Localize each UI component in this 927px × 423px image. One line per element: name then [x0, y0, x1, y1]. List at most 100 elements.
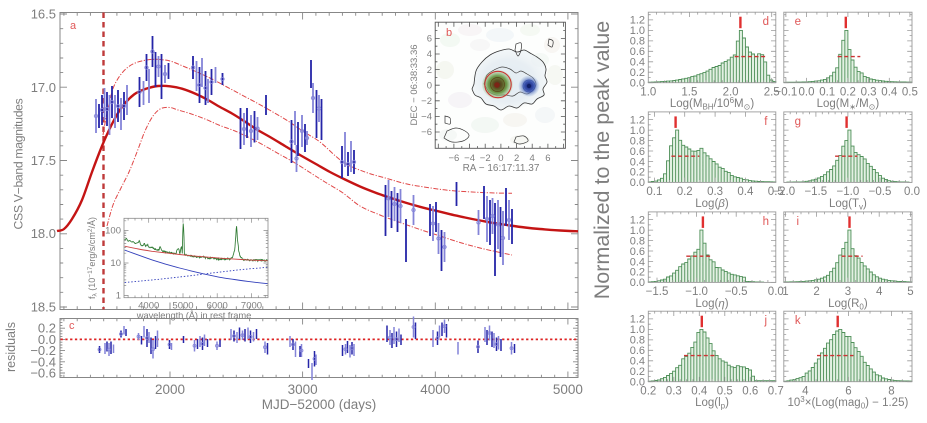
svg-text:1.0: 1.0: [630, 225, 645, 237]
svg-text:4: 4: [530, 153, 535, 164]
svg-text:−4: −4: [421, 112, 432, 123]
svg-text:−0.5: −0.5: [869, 186, 892, 198]
svg-text:0.0: 0.0: [630, 277, 645, 289]
svg-text:0.2: 0.2: [677, 186, 693, 198]
svg-text:d: d: [763, 16, 769, 28]
svg-text:0.5: 0.5: [768, 186, 784, 198]
svg-text:i: i: [797, 216, 800, 228]
svg-text:Log(M∗/M⊙): Log(M∗/M⊙): [817, 98, 880, 112]
svg-text:0.1: 0.1: [819, 87, 835, 99]
svg-text:18.0: 18.0: [31, 226, 56, 241]
svg-text:0.6: 0.6: [742, 386, 758, 398]
svg-text:−4: −4: [464, 153, 475, 164]
svg-text:wavelength (Å) in rest frame: wavelength (Å) in rest frame: [136, 310, 251, 321]
svg-text:0.4: 0.4: [630, 356, 645, 368]
svg-text:g: g: [795, 116, 801, 128]
svg-text:k: k: [795, 315, 801, 327]
svg-text:8: 8: [888, 386, 894, 398]
svg-text:0.8: 0.8: [630, 135, 645, 147]
svg-text:−0.5: −0.5: [725, 286, 748, 298]
svg-text:1.2: 1.2: [630, 214, 645, 226]
svg-text:−6: −6: [421, 127, 432, 138]
svg-text:0.2: 0.2: [840, 87, 856, 99]
svg-text:−6: −6: [448, 153, 459, 164]
svg-text:5000: 5000: [553, 382, 583, 397]
svg-text:1.2: 1.2: [630, 15, 645, 27]
svg-text:0.0: 0.0: [904, 186, 920, 198]
svg-text:Log(MBH/106M⊙): Log(MBH/106M⊙): [670, 96, 754, 112]
svg-text:Log(η): Log(η): [695, 298, 728, 310]
svg-text:4: 4: [876, 286, 883, 298]
svg-text:h: h: [763, 216, 769, 228]
svg-text:2000: 2000: [155, 382, 185, 397]
svg-text:0: 0: [498, 153, 503, 164]
svg-text:residuals: residuals: [4, 322, 18, 372]
svg-text:1.2: 1.2: [630, 114, 645, 126]
svg-text:2: 2: [427, 65, 432, 76]
svg-text:0.2: 0.2: [640, 386, 656, 398]
svg-text:0.8: 0.8: [630, 335, 645, 347]
svg-text:−1.0: −1.0: [685, 286, 708, 298]
svg-text:0.6: 0.6: [630, 146, 645, 158]
svg-text:fλ (10−17erg/s/cm2/Å): fλ (10−17erg/s/cm2/Å): [87, 217, 99, 299]
svg-text:0.4: 0.4: [630, 256, 645, 268]
svg-text:−1.0: −1.0: [837, 186, 860, 198]
svg-text:0.0: 0.0: [630, 177, 645, 189]
svg-text:6: 6: [427, 34, 432, 45]
svg-text:5000: 5000: [172, 301, 193, 312]
svg-text:CSS V−band magnitudes: CSS V−band magnitudes: [12, 98, 26, 229]
svg-text:5: 5: [907, 286, 913, 298]
svg-text:17.0: 17.0: [31, 80, 56, 95]
svg-text:c: c: [69, 320, 75, 332]
svg-text:0.2: 0.2: [630, 67, 645, 79]
svg-text:1.0: 1.0: [630, 324, 645, 336]
svg-text:0.2: 0.2: [38, 321, 56, 336]
svg-text:Log(lp): Log(lp): [695, 397, 729, 411]
svg-text:0.6: 0.6: [630, 345, 645, 357]
svg-text:10: 10: [110, 258, 121, 269]
svg-text:4000: 4000: [420, 382, 450, 397]
svg-text:3000: 3000: [288, 382, 318, 397]
svg-text:RA − 16:17:11.37: RA − 16:17:11.37: [463, 163, 540, 174]
svg-text:0.3: 0.3: [707, 186, 723, 198]
svg-text:2: 2: [514, 153, 519, 164]
svg-text:17.5: 17.5: [31, 153, 56, 168]
svg-text:2.0: 2.0: [723, 87, 739, 99]
svg-text:0.4: 0.4: [737, 186, 754, 198]
svg-text:4: 4: [802, 386, 809, 398]
svg-text:f: f: [764, 116, 768, 128]
svg-text:−1.5: −1.5: [804, 186, 827, 198]
svg-text:MJD−52000 (days): MJD−52000 (days): [262, 397, 376, 412]
svg-text:1: 1: [782, 286, 788, 298]
svg-text:0.5: 0.5: [902, 87, 918, 99]
svg-text:0.5: 0.5: [717, 386, 733, 398]
svg-text:Log(Tv): Log(Tv): [829, 198, 867, 212]
svg-text:4: 4: [427, 49, 432, 60]
svg-text:a: a: [70, 20, 77, 32]
svg-text:e: e: [795, 16, 801, 28]
svg-text:0.2: 0.2: [630, 167, 645, 179]
svg-text:Log(β): Log(β): [695, 198, 729, 210]
svg-text:0.0: 0.0: [799, 87, 815, 99]
svg-text:0.3: 0.3: [666, 386, 682, 398]
svg-text:0.4: 0.4: [691, 386, 708, 398]
svg-text:6000: 6000: [207, 301, 228, 312]
svg-text:0.2: 0.2: [630, 366, 645, 378]
svg-text:−0.1: −0.1: [775, 87, 798, 99]
svg-text:Log(R0): Log(R0): [828, 298, 868, 312]
svg-text:2: 2: [813, 286, 819, 298]
svg-text:Normalized to the peak value: Normalized to the peak value: [590, 21, 614, 299]
svg-text:−1.5: −1.5: [646, 286, 669, 298]
svg-text:6: 6: [545, 153, 550, 164]
svg-text:7000: 7000: [241, 301, 262, 312]
svg-text:0: 0: [427, 80, 432, 91]
svg-text:0.4: 0.4: [630, 57, 645, 69]
svg-text:1.5: 1.5: [681, 87, 697, 99]
svg-text:1.0: 1.0: [640, 87, 656, 99]
svg-text:0.3: 0.3: [861, 87, 877, 99]
svg-text:0.4: 0.4: [630, 156, 645, 168]
svg-text:3: 3: [845, 286, 851, 298]
svg-text:1.0: 1.0: [630, 125, 645, 137]
svg-text:103×(Log(mag0) − 1.25): 103×(Log(mag0) − 1.25): [788, 395, 909, 411]
svg-text:16.5: 16.5: [31, 7, 56, 22]
